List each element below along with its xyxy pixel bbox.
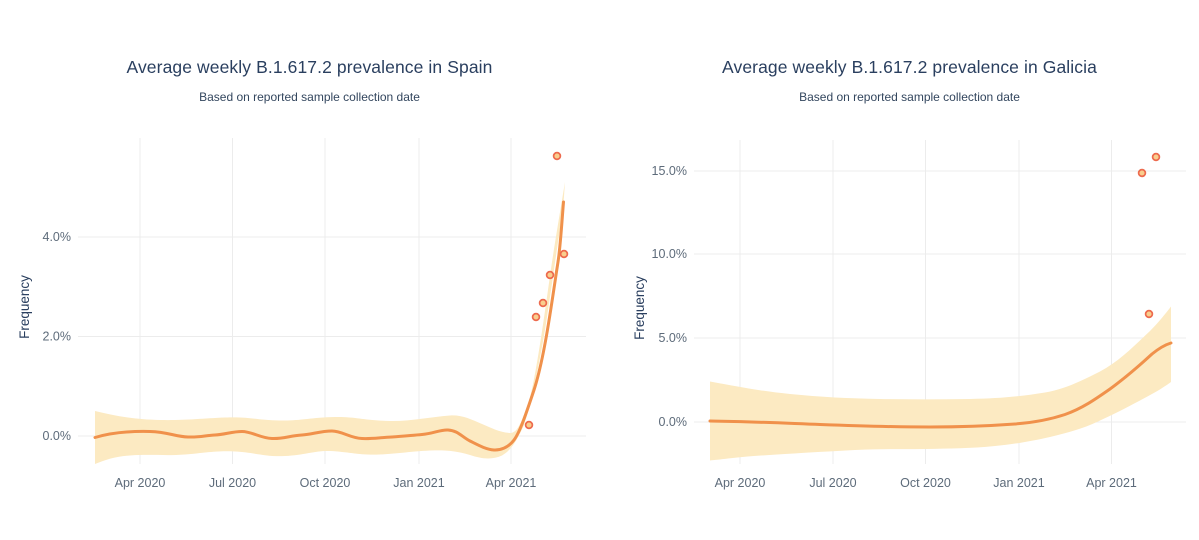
x-tick-label: Jul 2020 bbox=[809, 476, 856, 490]
y-tick-label: 2.0% bbox=[43, 330, 72, 344]
spain-chart: Average weekly B.1.617.2 prevalence in S… bbox=[0, 0, 599, 540]
data-points bbox=[524, 151, 569, 430]
data-point[interactable] bbox=[1137, 168, 1147, 178]
y-axis-title: Frequency bbox=[632, 276, 647, 340]
chart-subtitle: Based on reported sample collection date bbox=[799, 90, 1020, 104]
spain-chart-canvas[interactable]: 0.0% 2.0% 4.0% Frequency Apr 2020 Jul 20… bbox=[0, 0, 599, 540]
x-tick-label: Jan 2021 bbox=[393, 476, 444, 490]
chart-title: Average weekly B.1.617.2 prevalence in G… bbox=[722, 57, 1097, 77]
galicia-chart-canvas[interactable]: 0.0% 5.0% 10.0% 15.0% Frequency Apr 2020… bbox=[600, 0, 1199, 540]
trend-line bbox=[708, 341, 1173, 429]
y-tick-label: 5.0% bbox=[659, 331, 688, 345]
chart-subtitle: Based on reported sample collection date bbox=[199, 90, 420, 104]
galicia-chart: Average weekly B.1.617.2 prevalence in G… bbox=[600, 0, 1199, 540]
x-tick-label: Jan 2021 bbox=[993, 476, 1044, 490]
chart-title: Average weekly B.1.617.2 prevalence in S… bbox=[126, 57, 493, 77]
confidence-band bbox=[710, 306, 1171, 461]
x-tick-label: Jul 2020 bbox=[209, 476, 256, 490]
data-point[interactable] bbox=[538, 298, 548, 308]
data-point[interactable] bbox=[524, 420, 534, 430]
gridlines bbox=[78, 138, 586, 464]
y-tick-label: 10.0% bbox=[652, 247, 687, 261]
data-point[interactable] bbox=[531, 312, 541, 322]
y-tick-label: 4.0% bbox=[43, 230, 72, 244]
x-tick-label: Apr 2020 bbox=[715, 476, 766, 490]
data-point[interactable] bbox=[552, 151, 562, 161]
y-axis-title: Frequency bbox=[17, 275, 32, 339]
trend-line bbox=[93, 200, 565, 452]
y-tick-label: 0.0% bbox=[43, 429, 72, 443]
x-tick-label: Apr 2021 bbox=[1086, 476, 1137, 490]
x-tick-label: Oct 2020 bbox=[900, 476, 951, 490]
confidence-band bbox=[95, 182, 565, 464]
data-points bbox=[1137, 152, 1161, 319]
y-tick-label: 0.0% bbox=[659, 415, 688, 429]
x-tick-label: Oct 2020 bbox=[300, 476, 351, 490]
data-point[interactable] bbox=[545, 270, 555, 280]
x-tick-label: Apr 2020 bbox=[115, 476, 166, 490]
data-point[interactable] bbox=[1151, 152, 1161, 162]
data-point[interactable] bbox=[1144, 309, 1154, 319]
data-point[interactable] bbox=[559, 249, 569, 259]
x-tick-label: Apr 2021 bbox=[486, 476, 537, 490]
y-tick-label: 15.0% bbox=[652, 164, 687, 178]
